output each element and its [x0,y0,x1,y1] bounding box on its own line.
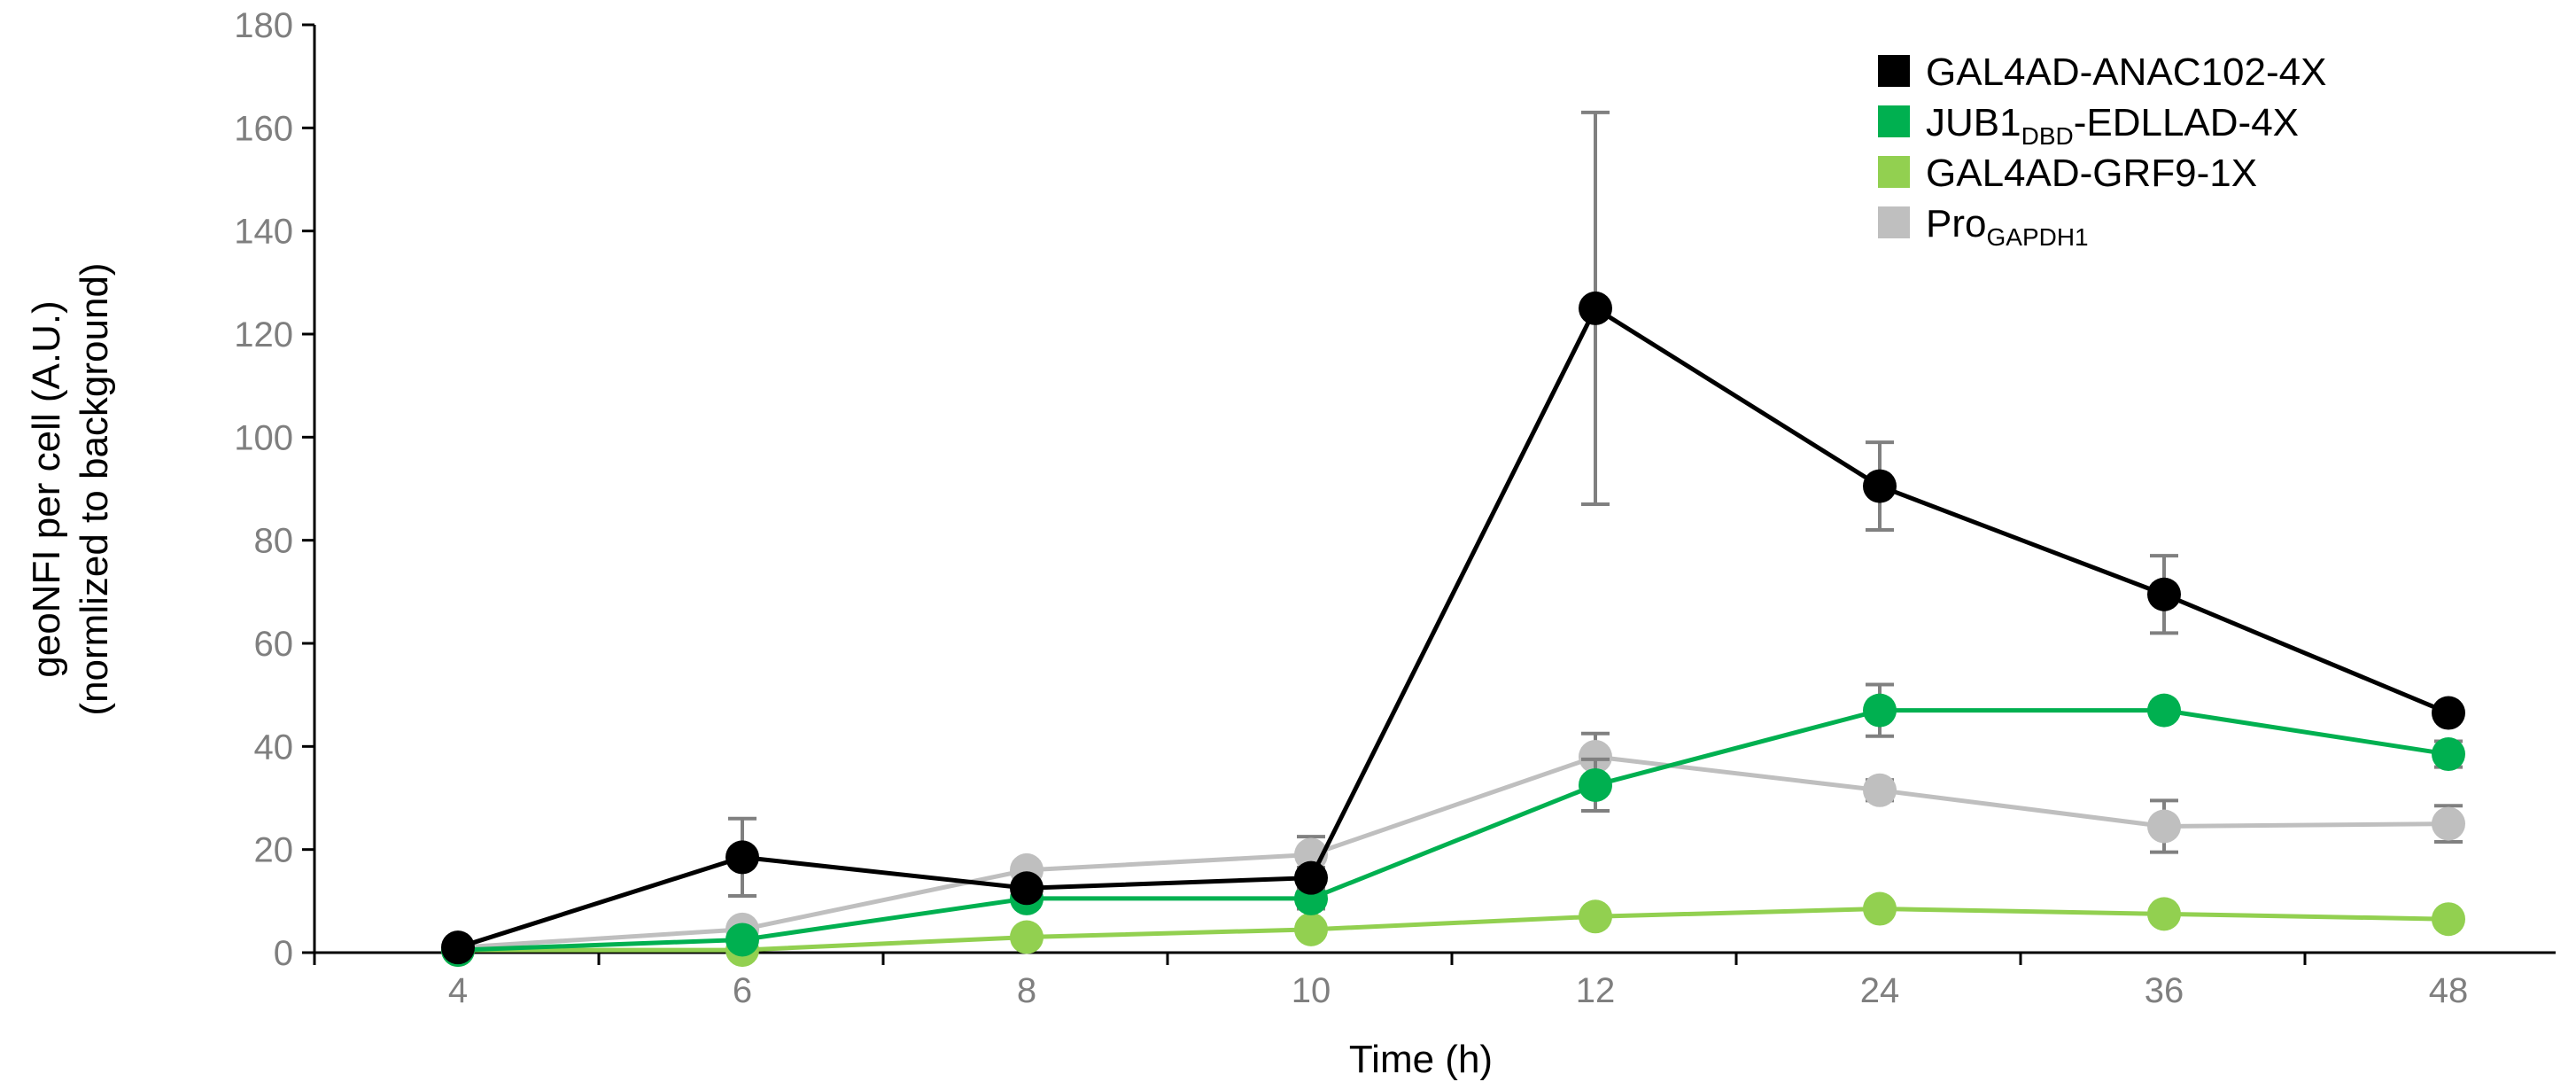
data-point [725,922,759,957]
legend-label-main: GAL4AD-ANAC102-4X [1926,51,2326,94]
y-tick-label: 160 [234,109,293,148]
y-tick-label: 100 [234,418,293,457]
legend-marker [1878,105,1910,137]
data-point [2432,806,2465,841]
data-point [1579,899,1612,934]
y-axis-title-line-1: geoNFI per cell (A.U.) [25,300,68,677]
axes [313,25,2556,954]
y-axis-title: geoNFI per cell (A.U.) (normlized to bac… [25,262,116,715]
data-point [1010,920,1044,954]
series-1 [441,110,2465,965]
legend-label: ProGAPDH1 [1926,202,2089,251]
x-tick-label: 8 [1017,971,1036,1010]
data-point [1579,767,1612,802]
y-tick-label: 40 [254,728,294,767]
data-point [1863,773,1897,807]
data-point [1863,891,1897,926]
x-tick-label: 12 [1576,971,1616,1010]
series-3 [441,891,2465,968]
series-line [457,306,2449,950]
y-tick-label: 80 [254,522,294,561]
data-point [1579,291,1612,325]
data-point [725,840,759,875]
x-tick-label: 4 [448,971,468,1010]
data-point [1294,860,1328,895]
legend-label: GAL4AD-GRF9-1X [1926,152,2257,195]
y-tick-label: 120 [234,315,293,354]
data-point [2147,693,2181,728]
legend-marker [1878,55,1910,87]
legend: GAL4AD-ANAC102-4XJUB1DBD-EDLLAD-4XGAL4AD… [1878,51,2326,251]
y-tick-label: 140 [234,213,293,252]
legend-label-main: JUB1 [1926,101,2021,144]
data-point [1863,469,1897,503]
data-point [2432,696,2465,730]
legend-label-main: GAL4AD-GRF9-1X [1926,152,2257,195]
data-point [1579,739,1612,774]
x-tick-label: 10 [1292,971,1331,1010]
y-tick-label: 20 [254,831,294,870]
series-line [457,754,2449,950]
data-point [2147,897,2181,931]
data-point [1010,871,1044,906]
data-point [441,930,475,965]
series-line [457,708,2449,953]
x-tick-label: 24 [1860,971,1900,1010]
y-tick-label: 0 [274,934,293,973]
data-point [1294,912,1328,946]
series-line [458,907,2449,953]
legend-label-subscript: GAPDH1 [1986,223,2088,251]
legend-label: GAL4AD-ANAC102-4X [1926,51,2326,94]
legend-label-tail: -EDLLAD-4X [2074,101,2299,144]
y-axis-title-line-2: (normlized to background) [73,262,116,715]
data-point [2147,809,2181,844]
y-tick-label: 180 [234,6,293,45]
legend-marker [1878,206,1910,238]
data-point [2432,737,2465,772]
series-layer [441,110,2465,968]
legend-marker [1878,156,1910,188]
legend-label: JUB1DBD-EDLLAD-4X [1926,101,2299,150]
y-axis-ticks: 0 20 40 60 80 100 120 140 160 180 [234,6,314,973]
legend-label-main: Pro [1926,202,1986,245]
x-axis-ticks: 4 6 8 10 12 24 36 48 [313,953,2469,1010]
x-tick-label: 36 [2145,971,2184,1010]
data-point [2432,902,2465,937]
data-point [2147,577,2181,611]
data-point [1863,693,1897,728]
x-tick-label: 48 [2429,971,2469,1010]
x-axis-title: Time (h) [1349,1038,1493,1081]
y-tick-label: 60 [254,625,294,664]
x-tick-label: 6 [733,971,752,1010]
legend-label-subscript: DBD [2021,122,2074,150]
